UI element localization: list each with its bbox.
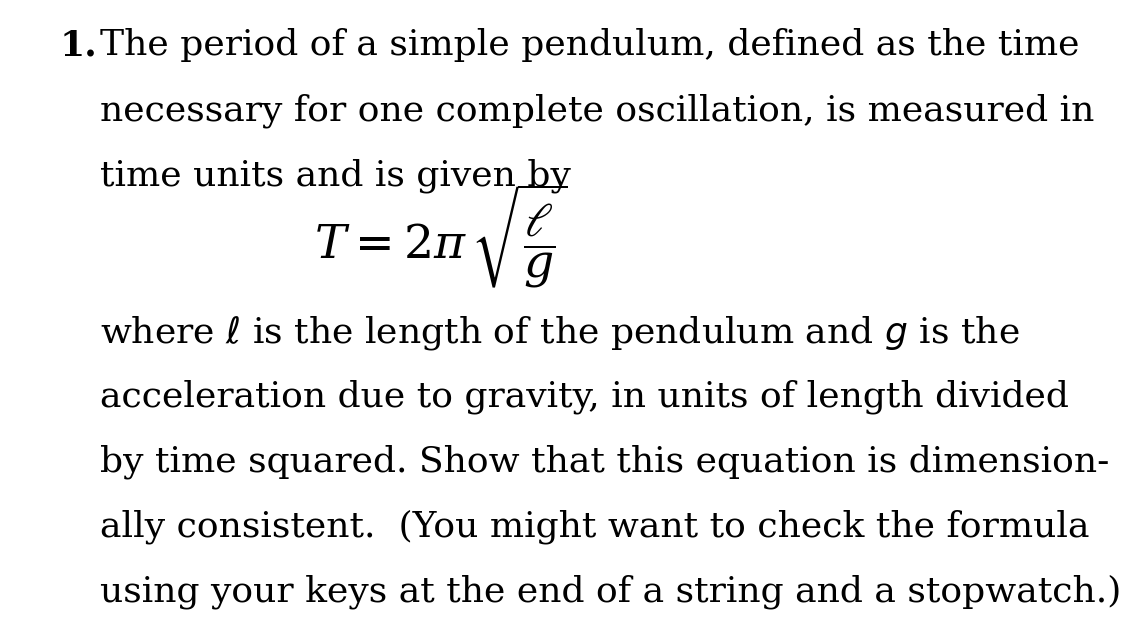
Text: $T = 2\pi\,\sqrt{\dfrac{\ell}{g}}$: $T = 2\pi\,\sqrt{\dfrac{\ell}{g}}$: [315, 182, 567, 291]
Text: acceleration due to gravity, in units of length divided: acceleration due to gravity, in units of…: [99, 379, 1068, 414]
Text: The period of a simple pendulum, defined as the time: The period of a simple pendulum, defined…: [99, 28, 1079, 63]
Text: 1.: 1.: [60, 28, 98, 63]
Text: by time squared. Show that this equation is dimension-: by time squared. Show that this equation…: [99, 444, 1109, 479]
Text: necessary for one complete oscillation, is measured in: necessary for one complete oscillation, …: [99, 94, 1094, 128]
Text: ally consistent.  (You might want to check the formula: ally consistent. (You might want to chec…: [99, 510, 1090, 544]
Text: using your keys at the end of a string and a stopwatch.): using your keys at the end of a string a…: [99, 575, 1121, 610]
Text: time units and is given by: time units and is given by: [99, 159, 571, 194]
Text: where $\ell$ is the length of the pendulum and $g$ is the: where $\ell$ is the length of the pendul…: [99, 314, 1020, 352]
